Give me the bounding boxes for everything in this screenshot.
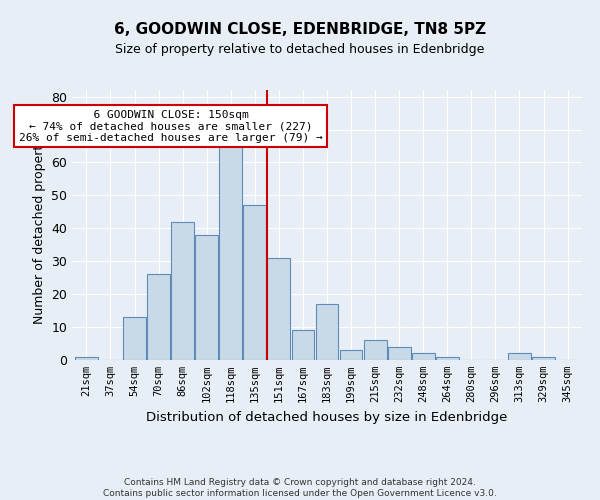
Y-axis label: Number of detached properties: Number of detached properties <box>32 126 46 324</box>
Bar <box>268 258 290 360</box>
Bar <box>532 356 555 360</box>
Bar <box>412 354 434 360</box>
Bar <box>123 317 146 360</box>
Bar <box>195 235 218 360</box>
Text: Contains HM Land Registry data © Crown copyright and database right 2024.
Contai: Contains HM Land Registry data © Crown c… <box>103 478 497 498</box>
Bar <box>340 350 362 360</box>
Text: 6, GOODWIN CLOSE, EDENBRIDGE, TN8 5PZ: 6, GOODWIN CLOSE, EDENBRIDGE, TN8 5PZ <box>114 22 486 38</box>
Text: Size of property relative to detached houses in Edenbridge: Size of property relative to detached ho… <box>115 42 485 56</box>
Bar <box>364 340 386 360</box>
Bar <box>292 330 314 360</box>
Bar <box>171 222 194 360</box>
Text: 6 GOODWIN CLOSE: 150sqm  
← 74% of detached houses are smaller (227)
26% of semi: 6 GOODWIN CLOSE: 150sqm ← 74% of detache… <box>19 110 323 143</box>
Bar <box>244 205 266 360</box>
Bar <box>220 146 242 360</box>
Bar <box>436 356 459 360</box>
X-axis label: Distribution of detached houses by size in Edenbridge: Distribution of detached houses by size … <box>146 410 508 424</box>
Bar <box>388 347 410 360</box>
Bar <box>508 354 531 360</box>
Bar <box>147 274 170 360</box>
Bar <box>316 304 338 360</box>
Bar <box>75 356 98 360</box>
